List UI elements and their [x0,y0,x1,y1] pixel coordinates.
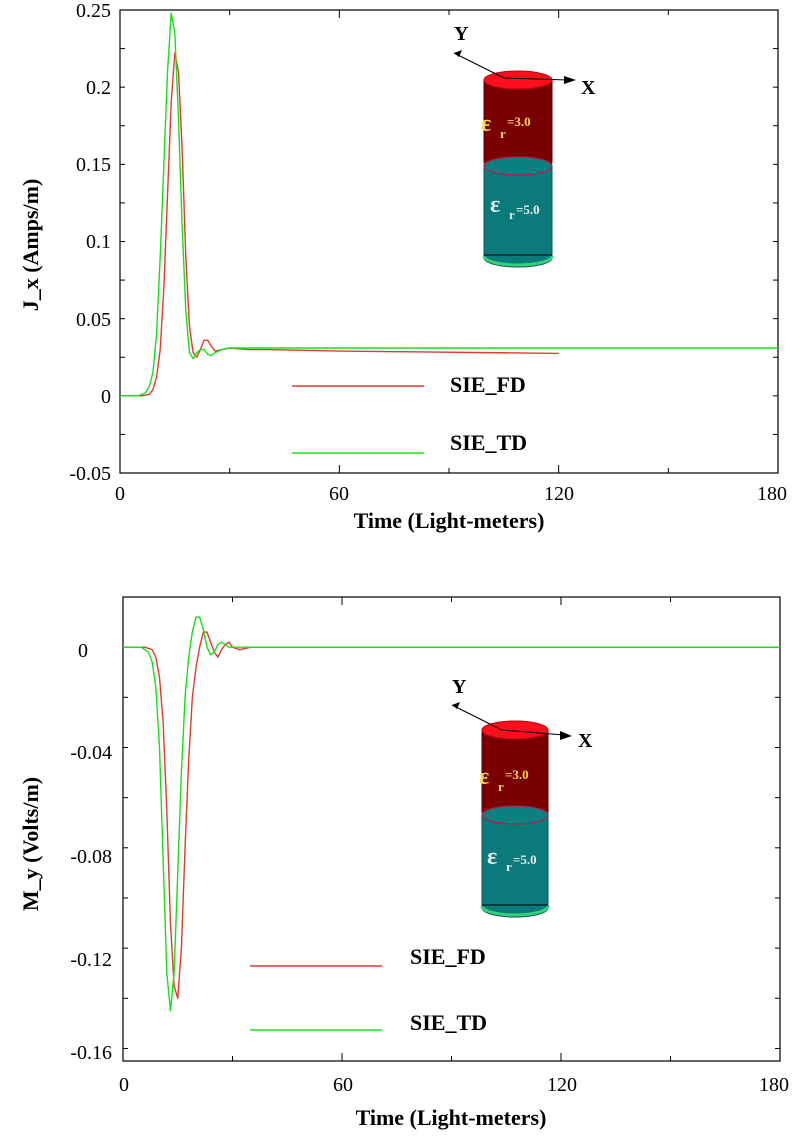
x-axis-title: Time (Light-meters) [354,508,545,533]
y-tick-label: -0.05 [69,463,111,485]
x-tick-label: 60 [329,483,349,505]
y-tick-label: 0.1 [86,231,111,253]
lower-permittivity-label: =5.0 [513,852,537,867]
series-line-sie-td [123,616,780,1012]
epsilon-subscript-upper: r [498,779,504,794]
upper-permittivity-label: =3.0 [507,114,531,129]
epsilon-subscript-lower: r [506,859,512,874]
legend-label-fd: SIE_FD [410,944,486,969]
y-tick-label: -0.12 [70,949,112,971]
y-tick-label: 0 [78,640,88,662]
y-tick-label: -0.16 [70,1042,112,1064]
legend-label-td: SIE_TD [410,1010,487,1035]
y-tick-label: 0.25 [76,0,111,22]
inset-axis-x-label: X [578,730,593,752]
y-tick-label: -0.04 [70,742,112,764]
chart-my: 0 -0.04 -0.08 -0.12 -0.16 0 60 120 180 T… [18,596,789,1130]
plot-frame-jx [119,9,779,474]
y-axis-title: J_x (Amps/m) [18,179,43,312]
lower-permittivity-label: =5.0 [516,202,540,217]
y-tick-label: -0.08 [70,846,112,868]
epsilon-symbol-upper: ε [481,111,491,137]
x-tick-label: 0 [119,1074,129,1096]
x-tick-label: 180 [759,1074,789,1096]
series-line-sie-td [120,12,778,397]
cylinder-inset-icon [451,702,572,918]
chart-jx: 0.25 0.2 0.15 0.1 0.05 0 -0.05 0 60 120 … [18,0,787,533]
x-tick-label: 120 [547,1074,577,1096]
y-tick-label: 0.2 [86,77,111,99]
epsilon-symbol-lower: ε [487,844,497,870]
epsilon-symbol-upper: ε [479,764,489,790]
ticks-my [122,596,781,1061]
x-tick-label: 120 [544,483,574,505]
cylinder-inset-icon [453,50,576,268]
y-axis-title: M_y (Volts/m) [18,777,43,911]
y-tick-label: 0.15 [76,154,111,176]
x-tick-label: 180 [757,483,787,505]
inset-axis-x-label: X [581,77,596,99]
legend-label-fd: SIE_FD [450,372,526,397]
upper-permittivity-label: =3.0 [505,767,529,782]
x-tick-label: 0 [115,483,125,505]
epsilon-symbol-lower: ε [490,192,500,218]
plot-frame-my [122,596,781,1062]
series-jx [120,12,778,397]
y-tick-label: 0.05 [76,309,111,331]
x-axis-title: Time (Light-meters) [356,1105,547,1130]
series-my [123,616,780,1012]
legend-label-td: SIE_TD [450,430,527,455]
epsilon-subscript-upper: r [500,126,506,141]
epsilon-subscript-lower: r [509,207,515,222]
ticks-jx [119,9,779,474]
x-tick-label: 60 [333,1074,353,1096]
inset-axis-y-label: Y [454,23,469,45]
y-tick-label: 0 [101,386,111,408]
inset-axis-y-label: Y [452,676,467,698]
